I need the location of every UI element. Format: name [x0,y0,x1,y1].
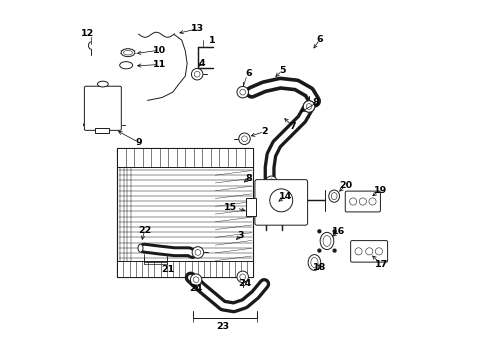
Text: 21: 21 [161,265,174,274]
Ellipse shape [307,255,320,270]
Circle shape [194,71,200,77]
Circle shape [239,274,245,280]
Ellipse shape [121,49,135,57]
Text: 2: 2 [261,127,267,136]
Ellipse shape [323,235,330,246]
Circle shape [241,136,247,141]
Text: 8: 8 [312,98,319,107]
Circle shape [238,133,250,144]
Circle shape [269,189,292,212]
Circle shape [365,248,372,255]
Circle shape [305,104,311,109]
Circle shape [265,176,277,188]
FancyBboxPatch shape [345,191,380,212]
Text: 6: 6 [245,69,252,78]
FancyBboxPatch shape [84,86,121,130]
Circle shape [349,198,356,205]
Circle shape [303,101,314,112]
FancyBboxPatch shape [254,180,307,225]
Circle shape [195,249,201,255]
Circle shape [317,249,320,252]
Ellipse shape [123,50,132,55]
Bar [117,261,253,277]
Text: 6: 6 [316,35,323,44]
Circle shape [305,104,311,109]
Text: 7: 7 [289,122,296,131]
Text: 13: 13 [191,24,204,33]
Bar [95,128,109,133]
Text: 24: 24 [189,284,203,293]
Circle shape [368,198,375,205]
Text: 16: 16 [331,228,345,237]
Circle shape [190,274,202,285]
Text: 5: 5 [278,66,285,75]
FancyBboxPatch shape [350,240,387,262]
Circle shape [303,101,314,112]
Circle shape [359,198,366,205]
Text: 24: 24 [237,279,251,288]
Text: 11: 11 [152,60,165,69]
Ellipse shape [120,62,132,69]
Ellipse shape [97,81,108,87]
Text: 8: 8 [245,174,252,183]
Text: 10: 10 [152,46,165,55]
Text: 23: 23 [216,322,229,331]
Bar [246,198,256,216]
Text: 22: 22 [138,226,151,235]
Circle shape [375,248,382,255]
Text: 4: 4 [198,59,204,68]
Circle shape [354,248,362,255]
Text: 3: 3 [237,231,244,240]
Circle shape [191,68,203,80]
Ellipse shape [328,190,339,202]
Circle shape [239,89,245,95]
Ellipse shape [320,232,333,249]
Circle shape [332,230,335,233]
Text: 15: 15 [223,203,236,212]
Text: 1: 1 [208,36,215,45]
Circle shape [317,230,320,233]
Text: 18: 18 [312,264,326,273]
Circle shape [192,247,203,258]
Circle shape [237,271,248,283]
Circle shape [332,249,335,252]
Circle shape [193,277,199,283]
Text: 12: 12 [81,29,94,38]
Text: 20: 20 [338,181,351,190]
Ellipse shape [330,193,336,200]
Bar [117,148,253,167]
Text: 14: 14 [279,192,292,201]
Text: 17: 17 [374,260,387,269]
Circle shape [268,179,274,185]
Circle shape [237,86,248,98]
Text: 9: 9 [135,138,142,147]
Bar [117,148,253,277]
Text: 19: 19 [373,185,386,194]
Ellipse shape [310,257,317,267]
Ellipse shape [138,244,142,252]
